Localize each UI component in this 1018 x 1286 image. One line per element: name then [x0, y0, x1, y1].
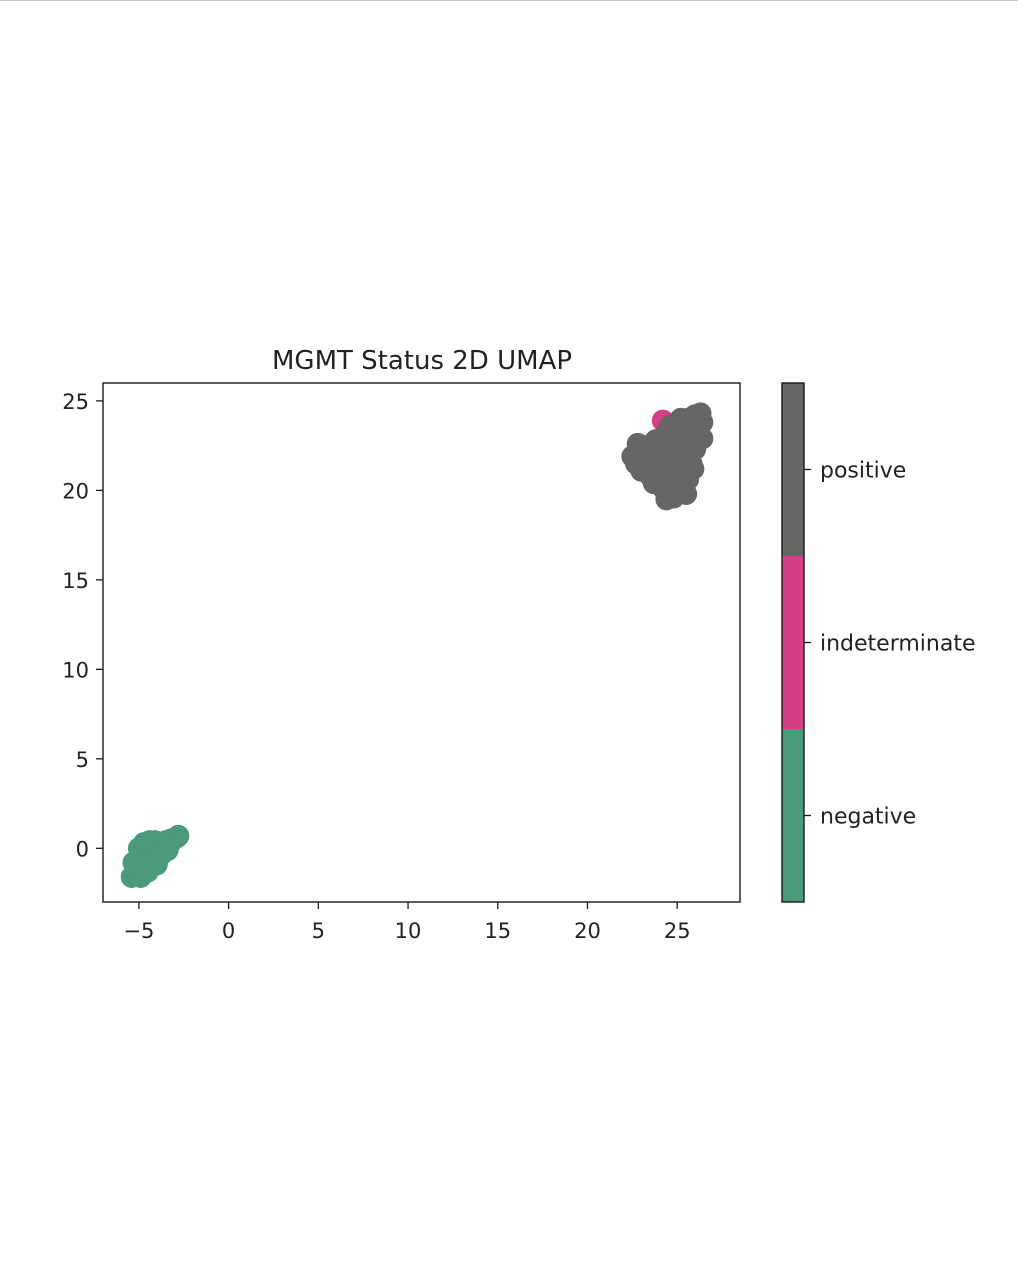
y-tick-label: 10 — [62, 658, 89, 682]
chart-title: MGMT Status 2D UMAP — [272, 346, 572, 376]
y-axis: 0 5 10 15 20 25 — [62, 390, 103, 861]
x-tick-label: −5 — [123, 919, 154, 943]
y-tick-label: 0 — [76, 837, 89, 861]
negative-point — [122, 851, 145, 874]
y-tick-label: 20 — [62, 479, 89, 503]
colorbar-segment-indeterminate — [782, 556, 804, 729]
x-tick-label: 0 — [222, 919, 235, 943]
positive-point — [626, 432, 649, 455]
colorbar-frame — [781, 382, 805, 903]
positive-point — [675, 482, 698, 505]
x-tick-label: 25 — [664, 919, 691, 943]
positive-point — [691, 427, 714, 450]
negative-point — [156, 839, 179, 862]
x-tick-label: 5 — [312, 919, 325, 943]
colorbar-segment-negative — [782, 729, 804, 902]
colorbar-segment-positive — [782, 383, 804, 556]
x-tick-label: 15 — [484, 919, 511, 943]
y-tick-label: 25 — [62, 390, 89, 414]
colorbar-label-positive: positive — [820, 459, 906, 484]
positive-point — [642, 472, 665, 495]
top-border — [0, 0, 1018, 1]
x-axis: −5 0 5 10 15 20 25 — [123, 902, 691, 943]
colorbar-label-negative: negative — [820, 805, 916, 830]
points-layer — [120, 402, 714, 888]
negative-point — [133, 831, 156, 854]
positive-point — [682, 457, 705, 480]
positive-point — [669, 407, 692, 430]
plot-frame — [102, 382, 741, 903]
y-tick-label: 5 — [76, 748, 89, 772]
colorbar-label-indeterminate: indeterminate — [820, 632, 976, 657]
x-tick-label: 20 — [574, 919, 601, 943]
colorbar: negative indeterminate positive — [781, 382, 976, 903]
x-tick-label: 10 — [395, 919, 422, 943]
y-tick-label: 15 — [62, 569, 89, 593]
